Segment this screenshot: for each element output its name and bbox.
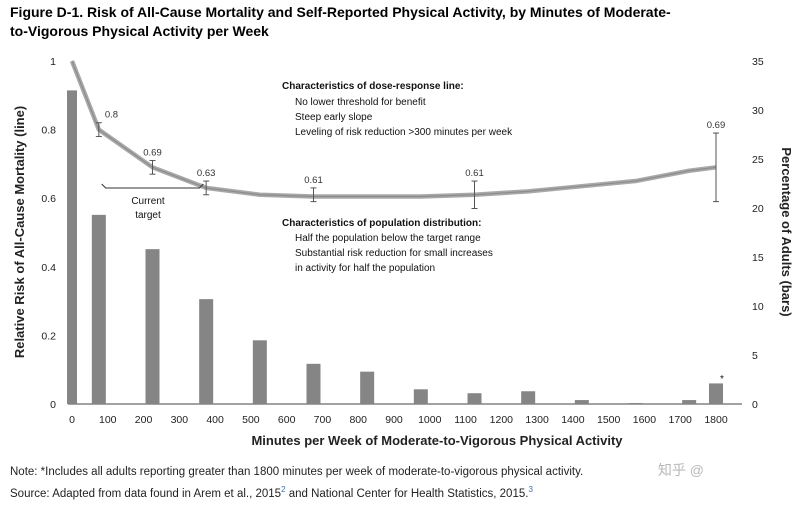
bar xyxy=(628,403,643,404)
x-tick-label: 1300 xyxy=(525,414,549,426)
x-tick-label: 1500 xyxy=(597,414,621,426)
bar xyxy=(306,363,321,404)
source-line: Source: Adapted from data found in Arem … xyxy=(10,485,533,500)
bar xyxy=(413,389,428,404)
data-label: 0.61 xyxy=(465,168,484,179)
current-target-annotation: Current target xyxy=(101,183,204,221)
dose-response-header: Characteristics of dose-response line: xyxy=(282,81,464,92)
x-tick-label: 1700 xyxy=(669,414,693,426)
x-tick-label: 100 xyxy=(99,414,117,426)
bar xyxy=(199,299,214,404)
right-tick-label: 0 xyxy=(752,399,758,411)
x-tick-label: 200 xyxy=(135,414,153,426)
x-tick-label: 500 xyxy=(242,414,260,426)
left-tick-label: 1 xyxy=(50,56,56,68)
source-ref-link[interactable]: 3 xyxy=(528,485,533,494)
bar-series xyxy=(67,90,723,405)
left-tick-label: 0 xyxy=(50,399,56,411)
chart-title-line2: to-Vigorous Physical Activity per Week xyxy=(10,23,269,39)
right-tick-label: 15 xyxy=(752,252,764,264)
left-axis-title: Relative Risk of All-Cause Mortality (li… xyxy=(12,106,27,358)
x-tick-label: 1400 xyxy=(561,414,585,426)
population-item: Half the population below the target ran… xyxy=(295,233,481,244)
x-tick-label: 600 xyxy=(278,414,296,426)
dose-response-item: No lower threshold for benefit xyxy=(295,97,426,108)
mortality-line-core xyxy=(71,60,717,198)
source-ref-link[interactable]: 2 xyxy=(281,485,286,494)
dose-response-item: Leveling of risk reduction >300 minutes … xyxy=(295,127,513,138)
x-tick-label: 1600 xyxy=(633,414,657,426)
data-label: 0.8 xyxy=(105,110,118,121)
tick-labels: 0 100 200 300 400 500 600 700 800 900 1000 1100 1200… xyxy=(41,56,763,426)
x-tick-label: 1200 xyxy=(490,414,514,426)
data-label: 0.63 xyxy=(197,168,216,179)
data-label: 0.69 xyxy=(707,120,726,131)
dose-response-item: Steep early slope xyxy=(295,112,373,123)
chart: Figure D-1. Risk of All-Cause Mortality … xyxy=(10,4,794,448)
footnote: Note: *Includes all adults reporting gre… xyxy=(10,466,583,478)
left-tick-label: 0.6 xyxy=(41,193,56,205)
right-tick-label: 30 xyxy=(752,105,764,117)
x-tick-label: 800 xyxy=(349,414,367,426)
bar xyxy=(467,393,482,404)
bar xyxy=(91,214,106,404)
x-tick-label: 400 xyxy=(206,414,224,426)
watermark: 知乎 @ xyxy=(657,462,704,478)
bar xyxy=(521,391,536,404)
right-tick-label: 20 xyxy=(752,203,764,215)
right-tick-label: 25 xyxy=(752,154,764,166)
x-tick-label: 700 xyxy=(314,414,332,426)
line-series: 0.8 0.69 0.63 0.61 0.61 0.69 xyxy=(69,60,726,209)
chart-title-line1: Figure D-1. Risk of All-Cause Mortality … xyxy=(10,4,671,20)
bar xyxy=(67,90,77,405)
left-tick-label: 0.2 xyxy=(41,330,56,342)
x-tick-label: 1100 xyxy=(454,414,477,426)
data-label: 0.61 xyxy=(304,175,323,186)
bar xyxy=(145,249,160,404)
population-item: Substantial risk reduction for small inc… xyxy=(295,248,493,259)
data-label: 0.69 xyxy=(143,147,162,158)
bar xyxy=(709,383,723,404)
x-tick-label: 1000 xyxy=(418,414,442,426)
source-text: Source: Adapted from data found in Arem … xyxy=(10,487,282,500)
x-tick-label: 1800 xyxy=(704,414,728,426)
right-tick-label: 10 xyxy=(752,301,764,313)
current-target-label-line2: target xyxy=(135,210,161,221)
current-target-label-line1: Current xyxy=(131,196,165,207)
bar xyxy=(360,371,375,404)
left-tick-label: 0.4 xyxy=(41,262,56,274)
x-tick-label: 900 xyxy=(385,414,403,426)
population-header: Characteristics of population distributi… xyxy=(282,218,481,229)
right-tick-label: 5 xyxy=(752,350,758,362)
right-tick-label: 35 xyxy=(752,56,764,68)
bar xyxy=(252,340,267,404)
dose-response-annotation: Characteristics of dose-response line: N… xyxy=(282,81,513,138)
footnote-text: Note: *Includes all adults reporting gre… xyxy=(10,466,584,478)
x-axis-title: Minutes per Week of Moderate-to-Vigorous… xyxy=(251,433,623,448)
bar xyxy=(574,400,589,404)
left-tick-label: 0.8 xyxy=(41,125,56,137)
population-annotation: Characteristics of population distributi… xyxy=(282,218,493,274)
asterisk-marker: * xyxy=(720,374,724,385)
x-tick-label: 300 xyxy=(171,414,189,426)
x-tick-label: 0 xyxy=(69,414,75,426)
right-axis-title: Percentage of Adults (bars) xyxy=(779,147,794,316)
current-target-bracket xyxy=(101,183,204,189)
population-item: in activity for half the population xyxy=(295,263,435,274)
source-text-middle: and National Center for Health Statistic… xyxy=(285,487,529,500)
bar xyxy=(682,400,697,404)
